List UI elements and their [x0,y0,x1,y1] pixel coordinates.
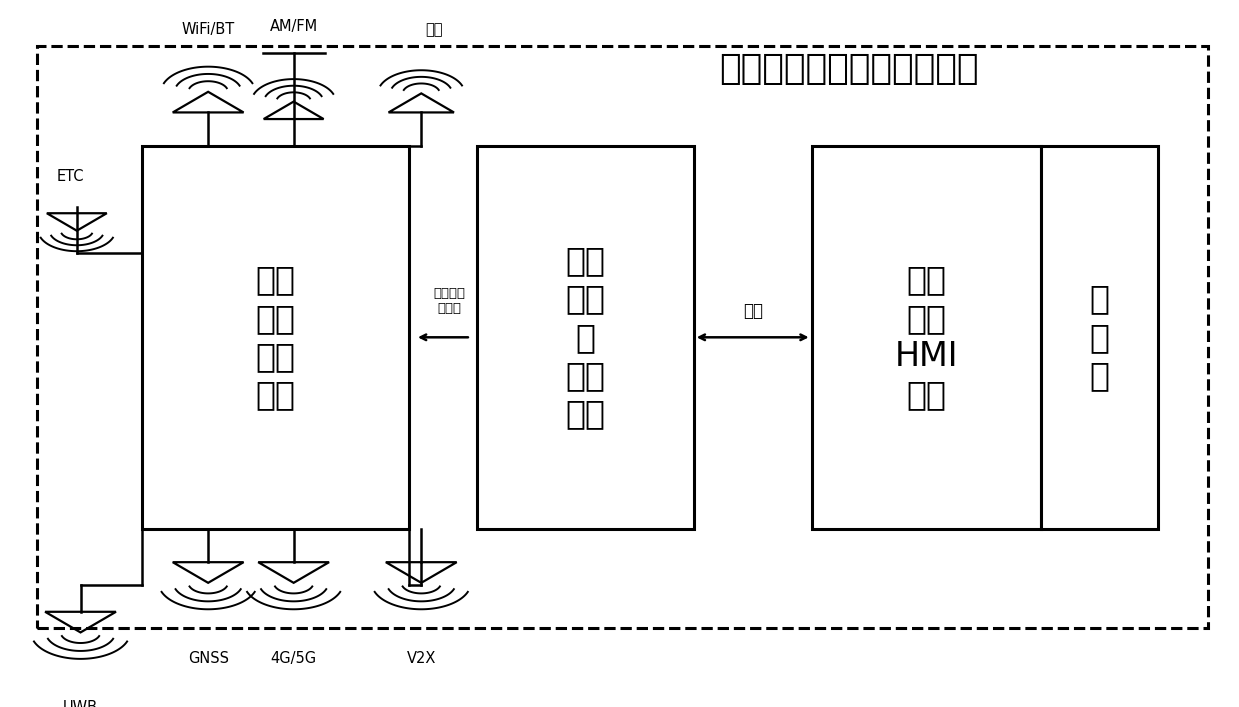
Bar [37,46,1208,629]
Text: 预留: 预留 [425,22,442,37]
Text: 核心
处理
和
控制
模块: 核心 处理 和 控制 模块 [565,245,606,431]
Text: ETC: ETC [57,170,84,185]
Bar [812,146,1041,529]
Text: 无线
信号
收发
模块: 无线 信号 收发 模块 [255,264,296,411]
Text: 多媒
体和
HMI
模块: 多媒 体和 HMI 模块 [895,264,958,411]
Text: GNSS: GNSS [187,650,229,665]
Text: 多功能集成式智能车载终端: 多功能集成式智能车载终端 [719,52,979,86]
Text: 威尔金森
功分器: 威尔金森 功分器 [434,287,465,315]
Text: 触
控
屏: 触 控 屏 [1089,283,1110,392]
Text: 光纤: 光纤 [742,302,763,320]
Bar [477,146,694,529]
Text: WiFi/BT: WiFi/BT [182,22,234,37]
Bar [1041,146,1158,529]
Text: 4G/5G: 4G/5G [270,650,317,665]
Text: AM/FM: AM/FM [270,19,317,34]
Text: V2X: V2X [406,650,436,665]
Text: UWB: UWB [63,700,98,707]
Bar [142,146,409,529]
